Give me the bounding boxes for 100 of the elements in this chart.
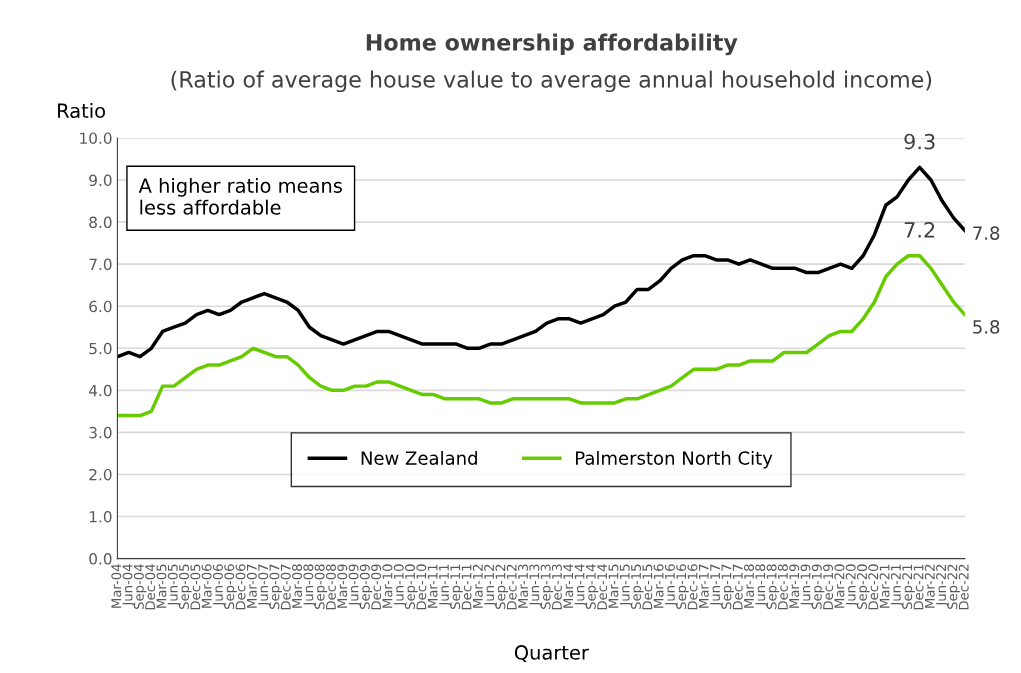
- line-series: [117, 165, 965, 359]
- x-tick-label: Jun-06: [212, 564, 226, 607]
- y-tick-label: 5.0: [89, 342, 112, 355]
- y-tick-label: 9.0: [89, 174, 112, 187]
- x-tick-label: Jun-08: [303, 564, 316, 607]
- x-tick-label: Mar-15: [608, 564, 619, 608]
- x-tick-label: Jun-17: [710, 564, 723, 607]
- x-tick-label: Mar-19: [789, 564, 800, 608]
- x-tick-label: Mar-21: [879, 564, 890, 608]
- y-tick-label: 4.0: [89, 384, 112, 397]
- x-tick-label: Jun-05: [167, 564, 181, 607]
- y-tick-label: 10.0: [80, 132, 112, 144]
- x-tick-label: Jun-14: [574, 564, 587, 607]
- x-tick-label: Sep-04: [133, 564, 147, 609]
- x-tick-label: Mar-05: [156, 564, 167, 608]
- x-tick-label: Mar-09: [337, 564, 348, 608]
- x-axis-title: Quarter: [514, 645, 589, 663]
- x-tick-label: Mar-14: [563, 564, 574, 608]
- x-tick-label: Mar-17: [698, 564, 709, 608]
- x-tick-label: Sep-16: [676, 564, 689, 609]
- x-tick-label: Dec-16: [687, 564, 698, 610]
- x-tick-label: Jun-12: [484, 564, 497, 607]
- x-tick-label: Dec-15: [642, 564, 653, 610]
- x-tick-label: Sep-09: [359, 564, 373, 609]
- x-tick-label: Mar-04: [111, 564, 122, 608]
- x-tick-label: Jun-09: [348, 564, 361, 607]
- x-tick-label: Jun-18: [755, 564, 768, 607]
- x-tick-label: Sep-17: [721, 564, 734, 609]
- data-label: 9.3: [904, 133, 935, 150]
- x-tick-label: Sep-05: [179, 564, 192, 609]
- x-tick-label: Mar-12: [472, 564, 483, 608]
- x-tick-label: Dec-18: [777, 564, 788, 610]
- x-tick-label: Jun-07: [258, 564, 271, 607]
- x-tick-label: Mar-22: [924, 564, 935, 608]
- x-tick-label: Dec-14: [597, 564, 608, 610]
- x-tick-label: Mar-06: [201, 564, 212, 608]
- x-tick-label: Dec-22: [958, 564, 969, 610]
- x-tick-label: Sep-19: [811, 564, 825, 609]
- y-tick-label: 1.0: [89, 510, 112, 523]
- x-tick-label: Jun-11: [439, 564, 452, 607]
- x-tick-label: Dec-09: [371, 564, 382, 610]
- x-tick-label: Dec-07: [280, 564, 291, 610]
- x-tick-label: Sep-20: [857, 564, 870, 609]
- x-tick-label: Jun-04: [122, 564, 135, 607]
- x-tick-label: Mar-16: [653, 564, 664, 608]
- x-tick-label: Jun-22: [936, 564, 949, 607]
- x-tick-label: Sep-11: [450, 564, 463, 609]
- legend-label: New Zealand: [361, 450, 477, 465]
- x-tick-label: Dec-11: [461, 564, 472, 610]
- y-tick-label: 0.0: [89, 553, 112, 565]
- data-label: 7.8: [973, 226, 1000, 240]
- x-tick-label: Mar-20: [834, 564, 845, 608]
- chart-subtitle: (Ratio of average house value to average annual household income): [171, 70, 932, 93]
- x-tick-label: Dec-17: [732, 564, 743, 610]
- x-tick-label: Sep-15: [631, 564, 644, 609]
- x-tick-label: Mar-18: [744, 564, 754, 608]
- data-label: 7.2: [904, 222, 935, 238]
- x-tick-label: Mar-10: [382, 564, 393, 608]
- x-tick-label: Dec-19: [823, 564, 834, 610]
- y-tick-label: 7.0: [89, 258, 112, 271]
- x-tick-label: Jun-10: [393, 564, 407, 607]
- x-tick-label: Sep-18: [766, 564, 780, 609]
- x-tick-label: Jun-15: [619, 564, 633, 607]
- x-tick-label: Sep-22: [947, 564, 960, 609]
- x-tick-label: Mar-11: [427, 564, 438, 608]
- data-label: 5.8: [973, 320, 1000, 334]
- x-tick-label: Mar-08: [292, 564, 303, 608]
- x-tick-label: Jun-21: [890, 564, 904, 607]
- x-tick-label: Sep-14: [585, 564, 599, 609]
- x-tick-label: Sep-21: [902, 564, 915, 609]
- y-tick-label: 8.0: [89, 216, 112, 229]
- y-tick-label: 3.0: [89, 426, 112, 439]
- x-tick-label: Dec-21: [913, 564, 924, 610]
- x-tick-label: Dec-10: [416, 564, 427, 610]
- x-tick-label: Sep-10: [405, 564, 418, 609]
- x-tick-label: Sep-07: [269, 564, 282, 609]
- x-tick-label: Sep-13: [540, 564, 554, 609]
- y-axis-title: Ratio: [58, 103, 105, 119]
- x-tick-label: Dec-20: [868, 564, 879, 610]
- x-tick-label: Dec-05: [190, 564, 201, 610]
- x-tick-label: Dec-13: [551, 564, 562, 610]
- x-tick-label: Sep-12: [495, 564, 508, 609]
- x-tick-label: Mar-07: [246, 564, 257, 608]
- x-tick-label: Jun-19: [800, 564, 813, 607]
- legend-label: Palmerston North City: [576, 450, 773, 469]
- chart-title: Home ownership affordability: [366, 33, 738, 56]
- x-tick-label: Sep-08: [314, 564, 328, 609]
- x-tick-label: Dec-08: [325, 564, 336, 610]
- x-tick-label: Dec-04: [145, 564, 156, 610]
- y-tick-label: 6.0: [89, 300, 112, 313]
- line-series: [117, 254, 965, 418]
- x-tick-label: Sep-06: [224, 564, 237, 609]
- y-tick-label: 2.0: [89, 468, 112, 481]
- annotation: A higher ratio means less affordable: [138, 177, 342, 215]
- x-tick-label: Dec-12: [506, 564, 517, 610]
- x-tick-label: Jun-13: [529, 564, 542, 607]
- x-tick-label: Mar-13: [518, 564, 529, 608]
- x-tick-label: Dec-06: [235, 564, 246, 610]
- x-tick-label: Jun-20: [845, 564, 859, 607]
- x-tick-label: Jun-16: [664, 564, 678, 607]
